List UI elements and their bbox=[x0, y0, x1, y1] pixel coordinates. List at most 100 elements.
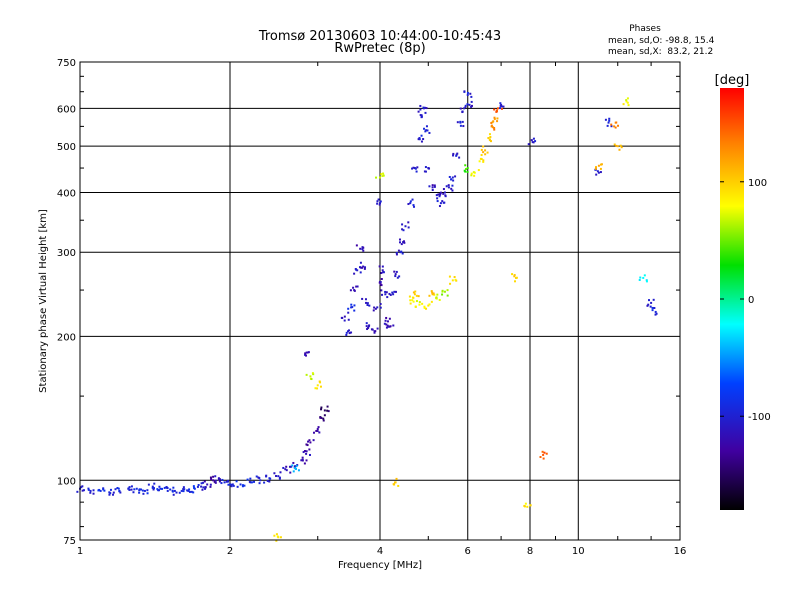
data-point bbox=[151, 485, 154, 488]
data-point-jitter bbox=[424, 111, 427, 114]
data-point bbox=[409, 299, 412, 302]
data-point-jitter bbox=[470, 95, 473, 98]
data-point bbox=[143, 489, 146, 492]
data-point bbox=[468, 103, 471, 106]
data-point-jitter bbox=[409, 302, 412, 305]
data-point bbox=[418, 137, 421, 140]
data-point-jitter bbox=[448, 275, 451, 278]
x-tick-label: 8 bbox=[527, 546, 533, 557]
data-point-jitter bbox=[491, 121, 494, 124]
data-point-jitter bbox=[353, 304, 356, 307]
data-point-jitter bbox=[450, 187, 453, 190]
data-point-jitter bbox=[422, 138, 425, 141]
data-point bbox=[379, 176, 381, 179]
data-point-jitter bbox=[308, 448, 311, 451]
data-point-jitter bbox=[172, 493, 175, 496]
data-point-jitter bbox=[523, 505, 526, 508]
data-point-jitter bbox=[130, 485, 133, 488]
data-point-jitter bbox=[114, 488, 117, 491]
data-point-jitter bbox=[422, 106, 425, 109]
data-point-jitter bbox=[388, 317, 391, 320]
data-point-jitter bbox=[608, 119, 611, 122]
data-point-jitter bbox=[423, 170, 426, 173]
data-point bbox=[466, 93, 469, 96]
x-tick-label: 16 bbox=[674, 546, 687, 557]
data-points bbox=[76, 90, 658, 542]
data-point-jitter bbox=[615, 121, 618, 124]
data-point-jitter bbox=[366, 328, 369, 331]
data-point-jitter bbox=[192, 491, 195, 494]
data-point bbox=[305, 450, 308, 453]
x-tick-label: 4 bbox=[377, 546, 383, 557]
data-point-jitter bbox=[420, 116, 423, 119]
data-point-jitter bbox=[431, 188, 434, 191]
data-point-jitter bbox=[532, 141, 535, 144]
data-point-jitter bbox=[464, 170, 467, 173]
data-point-jitter bbox=[279, 536, 282, 539]
data-point-jitter bbox=[350, 331, 353, 334]
data-point-jitter bbox=[133, 488, 136, 491]
colorbar-ticks: 100 0 -100 bbox=[720, 178, 771, 423]
data-point-jitter bbox=[490, 121, 493, 124]
data-point-jitter bbox=[452, 152, 455, 155]
data-point-jitter bbox=[477, 169, 480, 172]
data-point-jitter bbox=[365, 325, 368, 328]
data-point-jitter bbox=[163, 486, 166, 489]
data-point-jitter bbox=[235, 480, 238, 483]
data-point-jitter bbox=[102, 488, 105, 491]
data-point-jitter bbox=[326, 409, 329, 412]
data-point bbox=[206, 483, 209, 486]
data-point-jitter bbox=[376, 200, 379, 203]
data-point-jitter bbox=[648, 299, 651, 302]
data-point-jitter bbox=[361, 266, 364, 269]
data-point-jitter bbox=[493, 116, 496, 119]
data-point bbox=[439, 202, 442, 205]
data-point-jitter bbox=[412, 291, 415, 294]
data-point-jitter bbox=[395, 270, 398, 273]
data-point-jitter bbox=[490, 124, 493, 127]
x-tick-label: 2 bbox=[227, 546, 233, 557]
data-point-jitter bbox=[364, 266, 367, 269]
data-point-jitter bbox=[359, 266, 362, 269]
data-point-jitter bbox=[401, 228, 404, 231]
data-point-jitter bbox=[462, 125, 465, 128]
data-point-jitter bbox=[472, 171, 475, 174]
phases-heading: Phases bbox=[629, 24, 661, 34]
data-point-jitter bbox=[161, 487, 164, 490]
chart-title: Tromsø 20130603 10:44:00-10:45:43 bbox=[258, 29, 501, 44]
data-point-jitter bbox=[529, 504, 532, 507]
data-point-jitter bbox=[366, 302, 369, 305]
data-point-jitter bbox=[543, 451, 546, 454]
data-point-jitter bbox=[212, 475, 215, 478]
data-point-jitter bbox=[396, 276, 399, 279]
data-point-jitter bbox=[438, 298, 441, 301]
data-point bbox=[487, 137, 490, 140]
data-point-jitter bbox=[441, 200, 444, 203]
data-point-jitter bbox=[530, 139, 533, 142]
data-point-jitter bbox=[355, 268, 358, 271]
data-point-jitter bbox=[482, 145, 485, 148]
data-point-jitter bbox=[209, 483, 212, 486]
data-point-jitter bbox=[367, 326, 370, 329]
data-point bbox=[89, 489, 92, 492]
data-point-jitter bbox=[80, 486, 83, 489]
data-point-jitter bbox=[196, 485, 199, 488]
data-point-jitter bbox=[183, 488, 186, 491]
data-point bbox=[420, 114, 423, 117]
data-point-jitter bbox=[417, 110, 420, 113]
data-point-jitter bbox=[459, 107, 462, 110]
x-axis-ticks: 1 2 4 6 8 10 16 bbox=[77, 62, 687, 557]
data-point-jitter bbox=[412, 300, 415, 303]
data-point bbox=[356, 269, 359, 272]
data-point-jitter bbox=[362, 249, 365, 252]
data-point-jitter bbox=[464, 164, 467, 167]
data-point bbox=[135, 487, 138, 490]
data-point-jitter bbox=[364, 298, 367, 301]
data-point-jitter bbox=[448, 175, 451, 178]
data-point-jitter bbox=[513, 274, 516, 277]
data-point-jitter bbox=[466, 103, 469, 106]
data-point bbox=[343, 315, 346, 318]
data-point-jitter bbox=[493, 108, 496, 111]
data-point-jitter bbox=[436, 293, 439, 296]
data-point-jitter bbox=[409, 200, 412, 203]
